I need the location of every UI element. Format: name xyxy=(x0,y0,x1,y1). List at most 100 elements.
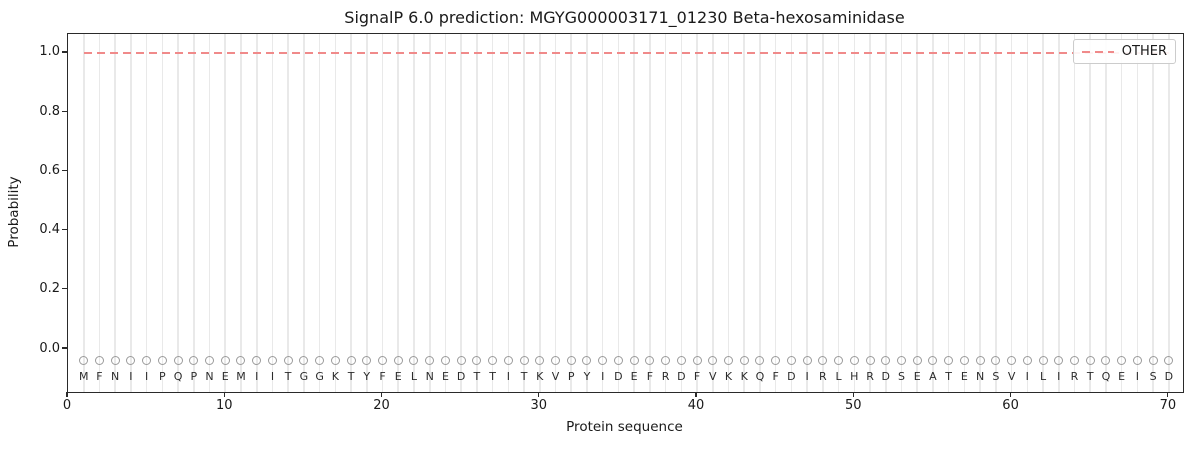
residue-marker xyxy=(519,356,529,366)
y-tick-label: 0.0 xyxy=(39,340,60,356)
gridline xyxy=(413,34,415,392)
residue-letter: E xyxy=(630,370,638,384)
residue-letter: E xyxy=(441,370,449,384)
gridline xyxy=(586,34,588,392)
residue-marker xyxy=(378,356,388,366)
residue-letter: F xyxy=(96,370,103,384)
gridline xyxy=(727,34,730,392)
gridline xyxy=(507,34,510,392)
gridline xyxy=(444,34,447,392)
residue-letter: K xyxy=(536,370,544,384)
residue-marker xyxy=(157,356,167,366)
residue-marker xyxy=(440,356,450,366)
residue-letter: Q xyxy=(1101,370,1111,384)
residue-letter: V xyxy=(709,370,717,384)
y-tick-mark xyxy=(62,169,67,171)
gridline xyxy=(397,34,400,392)
residue-letter: L xyxy=(835,370,842,384)
residue-letter: D xyxy=(881,370,890,384)
residue-letter: I xyxy=(255,370,259,384)
residue-letter: S xyxy=(897,370,905,384)
residue-marker xyxy=(1148,356,1158,366)
y-tick-mark xyxy=(62,51,67,53)
gridline xyxy=(366,34,368,392)
residue-marker xyxy=(944,356,954,366)
residue-marker xyxy=(1132,356,1142,366)
gridline xyxy=(1168,34,1170,392)
gridline xyxy=(1105,34,1107,392)
gridline xyxy=(696,34,698,392)
gridline xyxy=(790,34,793,392)
y-tick-label: 1.0 xyxy=(39,44,60,60)
gridline xyxy=(428,34,431,392)
x-tick-label: 40 xyxy=(687,398,705,413)
gridline xyxy=(208,34,211,392)
residue-marker xyxy=(896,356,906,366)
gridline xyxy=(853,34,856,392)
gridline xyxy=(1136,34,1139,392)
residue-letter: T xyxy=(284,370,292,384)
gridline xyxy=(491,34,494,392)
residue-marker xyxy=(629,356,639,366)
y-tick-mark xyxy=(62,229,67,231)
y-tick-label: 0.8 xyxy=(39,103,60,119)
residue-marker xyxy=(865,356,875,366)
residue-marker xyxy=(676,356,686,366)
residue-marker xyxy=(535,356,545,366)
residue-marker xyxy=(692,356,702,366)
x-tick-label: 30 xyxy=(530,398,548,413)
gridline xyxy=(145,34,148,392)
x-tick-label: 60 xyxy=(1002,398,1019,413)
gridline xyxy=(98,34,101,392)
residue-marker xyxy=(739,356,749,366)
gridline xyxy=(161,34,164,392)
residue-letter: R xyxy=(1070,370,1079,384)
residue-letter: F xyxy=(693,370,701,384)
residue-marker xyxy=(645,356,655,366)
residue-letter: D xyxy=(1164,370,1174,384)
residue-marker xyxy=(912,356,922,366)
gridline xyxy=(1026,34,1029,392)
residue-letter: T xyxy=(473,370,481,384)
x-tick-label: 20 xyxy=(373,398,390,413)
gridline xyxy=(916,34,919,392)
residue-marker xyxy=(928,356,938,366)
residue-marker xyxy=(755,356,765,366)
residue-letter: Y xyxy=(583,370,591,384)
gridline xyxy=(130,34,132,392)
residue-marker xyxy=(472,356,482,366)
residue-marker xyxy=(991,356,1001,366)
residue-marker xyxy=(959,356,969,366)
gridline xyxy=(255,34,258,392)
gridline xyxy=(884,34,887,392)
gridline xyxy=(224,34,227,392)
gridline xyxy=(271,34,274,392)
residue-marker xyxy=(551,356,561,366)
residue-letter: K xyxy=(724,370,733,384)
x-tick-label: 50 xyxy=(845,398,862,413)
gridline xyxy=(1010,34,1013,392)
gridline xyxy=(381,34,384,392)
residue-marker xyxy=(267,356,277,366)
residue-letter: I xyxy=(601,370,605,384)
residue-letter: I xyxy=(805,370,809,384)
residue-marker xyxy=(1054,356,1064,366)
x-tick-label: 0 xyxy=(62,398,72,413)
residue-marker xyxy=(802,356,812,366)
residue-letter: N xyxy=(205,370,214,384)
other-line-segment xyxy=(83,51,1169,54)
y-tick-mark xyxy=(62,347,67,349)
residue-marker xyxy=(409,356,419,366)
gridline xyxy=(334,34,337,392)
gridline xyxy=(633,34,635,392)
residue-letter: F xyxy=(772,370,779,384)
gridline xyxy=(649,34,651,392)
residue-marker xyxy=(1007,356,1017,366)
residue-letter: I xyxy=(1025,370,1029,384)
gridline xyxy=(664,34,667,392)
residue-marker xyxy=(425,356,435,366)
gridline xyxy=(1073,34,1076,392)
gridline xyxy=(601,34,604,392)
gridline xyxy=(711,34,714,392)
